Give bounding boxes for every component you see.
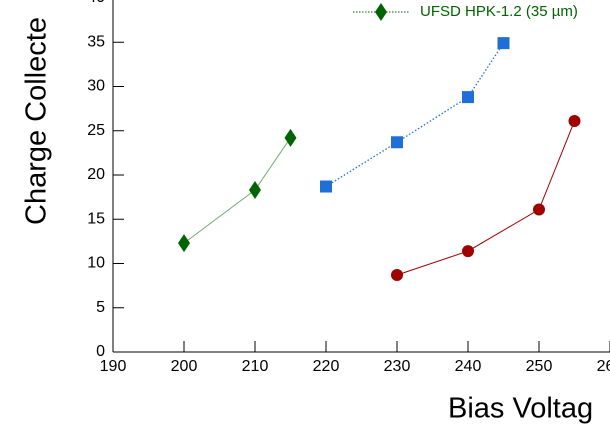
marker [375, 3, 387, 21]
x-tick-label: 200 [171, 358, 198, 375]
y-tick-label: 20 [87, 166, 105, 183]
marker [497, 37, 510, 50]
y-tick-label: 40 [87, 0, 105, 6]
marker [391, 269, 403, 282]
marker [249, 181, 261, 200]
y-axis-label: Charge Collecte [21, 17, 53, 225]
y-tick-label: 5 [96, 299, 105, 316]
y-tick-label: 30 [87, 78, 105, 95]
marker [462, 245, 474, 258]
series-line [396, 120, 575, 276]
series-line [325, 42, 505, 188]
marker [391, 136, 403, 149]
y-tick-label: 25 [87, 122, 105, 139]
x-tick-label: 260 [597, 358, 610, 375]
x-tick-label: 250 [526, 358, 553, 375]
legend-label: UFSD HPK-1.2 (35 µm) [420, 3, 578, 20]
x-tick-label: 230 [384, 358, 411, 375]
series-line [183, 137, 291, 244]
y-tick-label: 0 [96, 343, 105, 360]
marker [533, 203, 545, 216]
y-tick-label: 10 [87, 255, 105, 272]
y-tick-label: 15 [87, 210, 105, 227]
marker [462, 91, 474, 104]
x-tick-label: 190 [100, 358, 127, 375]
marker [284, 128, 297, 147]
y-tick-label: 35 [87, 33, 105, 50]
marker [178, 234, 190, 253]
marker [568, 115, 581, 128]
marker [320, 180, 332, 193]
x-tick-label: 220 [313, 358, 340, 375]
x-tick-label: 210 [242, 358, 269, 375]
x-axis-label: Bias Voltag [448, 393, 593, 425]
x-tick-label: 240 [455, 358, 482, 375]
